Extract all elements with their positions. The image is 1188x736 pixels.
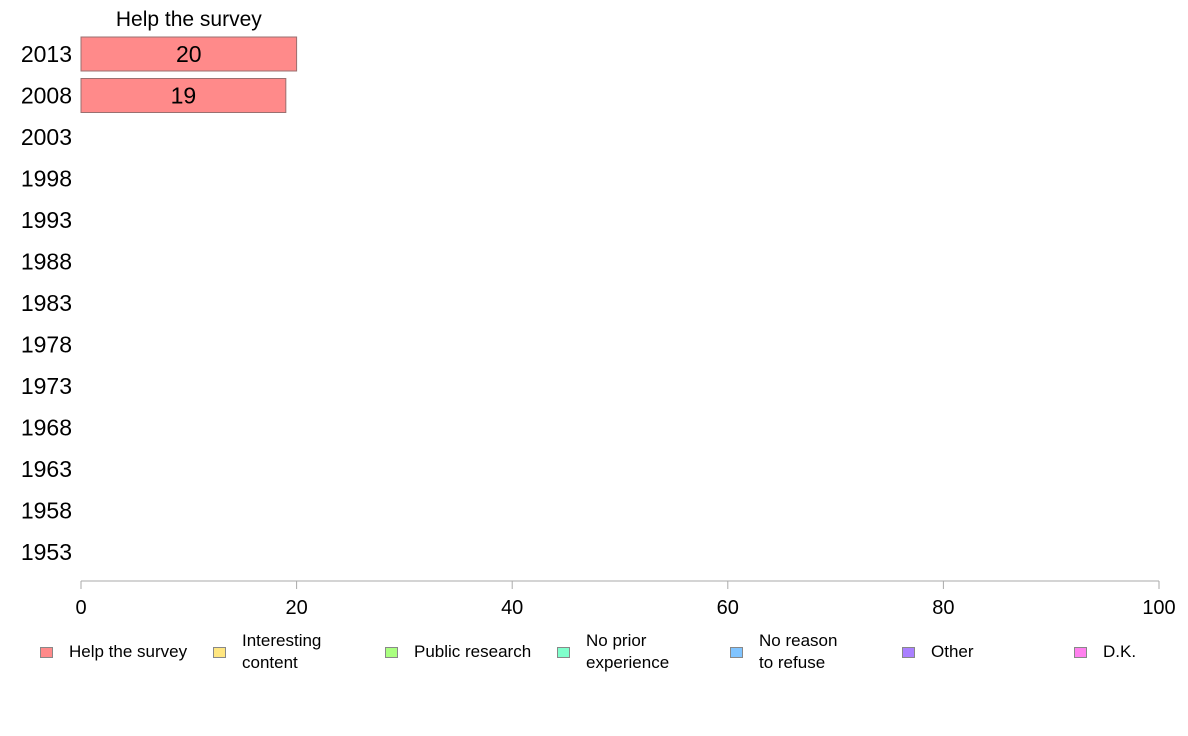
column-header: Help the survey xyxy=(116,8,262,31)
legend-swatch xyxy=(730,646,743,658)
category-label: 1988 xyxy=(21,249,72,275)
category-label: 1983 xyxy=(21,290,72,316)
data-label: 19 xyxy=(171,83,197,109)
category-label: 1998 xyxy=(21,166,72,192)
data-label: 20 xyxy=(176,41,202,67)
x-tick-label: 20 xyxy=(285,597,307,619)
legend-swatch xyxy=(40,646,53,658)
legend-item: No reason to refuse xyxy=(730,628,837,676)
x-tick-label: 80 xyxy=(932,597,954,619)
category-label: 1978 xyxy=(21,332,72,358)
category-label: 1993 xyxy=(21,207,72,233)
legend-label: No prior experience xyxy=(586,631,670,672)
legend-item: Other xyxy=(902,628,974,676)
legend-swatch xyxy=(385,646,398,658)
x-tick-label: 40 xyxy=(501,597,523,619)
bar xyxy=(80,36,298,72)
x-tick-label: 0 xyxy=(75,597,86,619)
legend: Help the survey Interesting content Public … xyxy=(0,628,1188,678)
legend-swatch xyxy=(1074,646,1087,658)
category-label: 1958 xyxy=(21,498,72,524)
legend-label: Public research xyxy=(414,642,532,661)
x-tick-label: 100 xyxy=(1142,597,1175,619)
category-label: 1968 xyxy=(21,415,72,441)
category-label: 2013 xyxy=(21,41,72,67)
category-label: 1963 xyxy=(21,456,72,482)
stacked-bar-chart: Help the survey 2013 20 2008 19 2003 1998 1993 1… xyxy=(21,8,1176,619)
legend-label: No reason to refuse xyxy=(759,631,838,672)
legend-label: Other xyxy=(931,642,974,661)
legend-swatch xyxy=(902,646,915,658)
x-tick-label: 60 xyxy=(717,597,739,619)
legend-label: Interesting content xyxy=(242,631,322,672)
legend-item: D.K. xyxy=(1074,628,1136,676)
category-label: 2008 xyxy=(21,83,72,109)
category-label: 1953 xyxy=(21,539,72,565)
category-label: 1973 xyxy=(21,373,72,399)
legend-label: Help the survey xyxy=(69,642,188,661)
category-label: 2003 xyxy=(21,124,72,150)
legend-swatch xyxy=(557,646,570,658)
legend-item: Interesting content xyxy=(213,628,321,676)
legend-item: Help the survey xyxy=(40,628,187,676)
bar xyxy=(80,78,287,113)
legend-swatch xyxy=(213,646,226,658)
legend-item: No prior experience xyxy=(557,628,669,676)
legend-item: Public research xyxy=(385,628,531,676)
legend-label: D.K. xyxy=(1103,642,1137,661)
